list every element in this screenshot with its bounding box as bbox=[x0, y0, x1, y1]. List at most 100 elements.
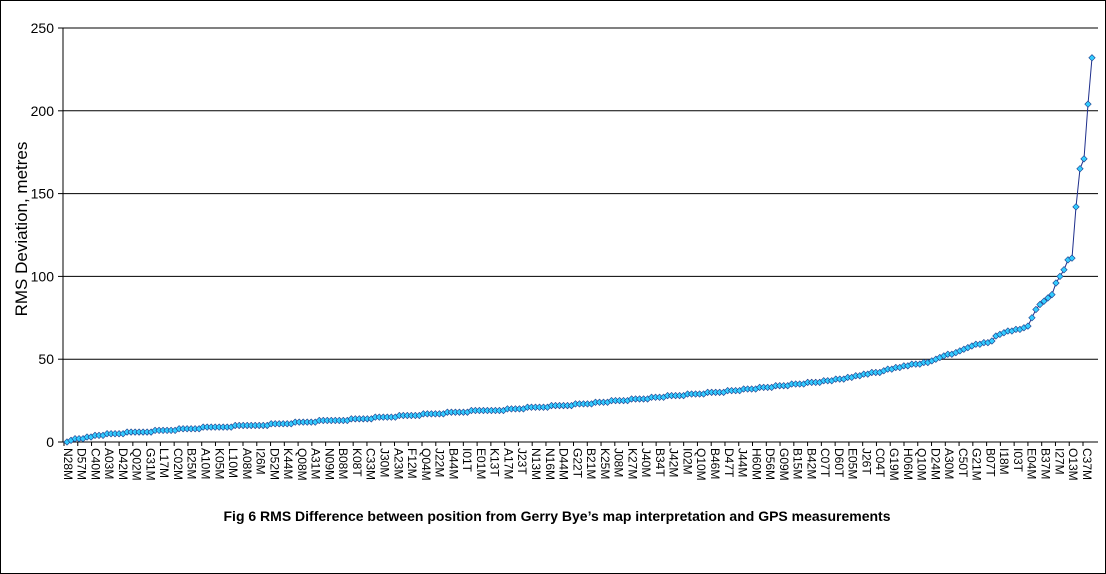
data-point bbox=[1052, 279, 1060, 287]
y-tick-label: 150 bbox=[31, 186, 55, 202]
x-tick-label: C04T bbox=[873, 448, 887, 478]
x-tick-label: E01M bbox=[474, 448, 488, 479]
x-tick-label: D47T bbox=[722, 448, 736, 478]
x-tick-label: J23T bbox=[515, 448, 529, 475]
x-tick-label: H06M bbox=[901, 448, 915, 480]
x-tick-label: D56M bbox=[763, 448, 777, 480]
x-tick-label: J30M bbox=[378, 448, 392, 477]
x-tick-label: Q10M bbox=[694, 448, 708, 481]
data-point bbox=[1076, 165, 1084, 173]
x-tick-label: B37M bbox=[1038, 448, 1052, 479]
x-tick-label: I27M bbox=[1052, 448, 1066, 475]
y-axis-label: RMS Deviation, metres bbox=[12, 142, 31, 317]
x-tick-label: N09M bbox=[322, 448, 336, 480]
x-tick-label: B34T bbox=[653, 448, 667, 477]
x-tick-label: G21M bbox=[970, 448, 984, 481]
x-tick-label: C07T bbox=[818, 448, 832, 478]
x-tick-label: A10M bbox=[199, 448, 213, 479]
y-tick-label: 250 bbox=[31, 20, 55, 36]
data-point bbox=[988, 337, 996, 345]
x-tick-label: B15M bbox=[791, 448, 805, 479]
x-tick-label: C50T bbox=[956, 448, 970, 478]
data-point bbox=[1056, 272, 1064, 281]
x-tick-label: K25M bbox=[598, 448, 612, 479]
x-tick-label: O13M bbox=[1066, 448, 1080, 481]
data-point bbox=[1080, 155, 1088, 163]
data-point bbox=[1036, 300, 1044, 309]
data-point bbox=[1044, 294, 1052, 302]
x-tick-label: B21M bbox=[584, 448, 598, 479]
x-axis-ticks: N28M D57M C40M A03M D42M Q02M G31M L17M C02M B25M… bbox=[61, 442, 1094, 481]
x-tick-label: D52M bbox=[267, 448, 281, 480]
x-tick-label: K08T bbox=[350, 448, 364, 477]
x-tick-label: N28M bbox=[61, 448, 75, 480]
x-tick-label: J26T bbox=[859, 448, 873, 475]
x-tick-label: B25M bbox=[185, 448, 199, 479]
x-tick-label: N16M bbox=[543, 448, 557, 480]
x-tick-label: K13T bbox=[488, 448, 502, 477]
x-tick-label: B42M bbox=[804, 448, 818, 479]
x-tick-label: J40M bbox=[639, 448, 653, 477]
x-tick-label: J08M bbox=[612, 448, 626, 477]
x-tick-label: B07T bbox=[983, 448, 997, 477]
x-tick-label: K05M bbox=[212, 448, 226, 479]
data-point bbox=[1072, 203, 1080, 211]
x-tick-label: E04M bbox=[1025, 448, 1039, 479]
x-tick-label: C02M bbox=[171, 448, 185, 480]
x-tick-label: C37M bbox=[1080, 448, 1094, 480]
x-tick-label: Q04M bbox=[419, 448, 433, 481]
x-tick-label: A08M bbox=[240, 448, 254, 479]
x-tick-label: B46M bbox=[708, 448, 722, 479]
x-tick-label: G09M bbox=[777, 448, 791, 481]
series-line bbox=[66, 57, 1093, 443]
data-point bbox=[1024, 322, 1032, 330]
series-rms-deviation bbox=[63, 54, 1096, 446]
x-tick-label: D57M bbox=[75, 448, 89, 480]
axes bbox=[62, 28, 1098, 443]
x-tick-label: L17M bbox=[157, 448, 171, 478]
x-tick-label: K27M bbox=[625, 448, 639, 479]
x-tick-label: I02M bbox=[680, 448, 694, 475]
x-tick-label: D42M bbox=[116, 448, 130, 480]
x-tick-label: I26M bbox=[254, 448, 268, 475]
data-point bbox=[1028, 314, 1036, 322]
chart-caption: Fig 6 RMS Difference between position fr… bbox=[224, 508, 891, 524]
x-tick-label: E05M bbox=[846, 448, 860, 479]
x-tick-label: I01T bbox=[460, 448, 474, 473]
x-tick-label: G22T bbox=[570, 448, 584, 479]
y-axis-ticks: 0 50 100 150 200 250 bbox=[31, 20, 63, 450]
x-tick-label: J22M bbox=[433, 448, 447, 477]
data-point bbox=[1068, 254, 1076, 262]
x-tick-label: I03T bbox=[1011, 448, 1025, 473]
x-tick-label: D24M bbox=[928, 448, 942, 480]
y-tick-label: 0 bbox=[46, 434, 54, 450]
x-tick-label: J44M bbox=[736, 448, 750, 477]
x-tick-label: H60M bbox=[749, 448, 763, 480]
gridlines bbox=[63, 27, 1098, 360]
x-tick-label: Q02M bbox=[130, 448, 144, 481]
x-tick-label: C33M bbox=[364, 448, 378, 480]
x-tick-label: Q08M bbox=[295, 448, 309, 481]
x-tick-label: D44M bbox=[557, 448, 571, 480]
data-point bbox=[1048, 290, 1056, 299]
data-point bbox=[1060, 266, 1068, 274]
x-tick-label: B44M bbox=[446, 448, 460, 479]
x-tick-label: F12M bbox=[405, 448, 419, 479]
x-tick-label: L10M bbox=[226, 448, 240, 478]
x-tick-label: G19M bbox=[887, 448, 901, 481]
y-tick-label: 100 bbox=[31, 268, 55, 284]
x-tick-label: J42M bbox=[667, 448, 681, 477]
x-tick-label: G31M bbox=[143, 448, 157, 481]
x-tick-label: K44M bbox=[281, 448, 295, 479]
x-tick-label: A03M bbox=[102, 448, 116, 479]
x-tick-label: D60T bbox=[832, 448, 846, 478]
x-tick-label: A23M bbox=[391, 448, 405, 479]
data-point bbox=[1032, 305, 1040, 314]
x-tick-label: A31M bbox=[309, 448, 323, 479]
y-tick-label: 50 bbox=[38, 351, 54, 367]
x-tick-label: B08M bbox=[336, 448, 350, 479]
x-tick-label: N13M bbox=[529, 448, 543, 480]
x-tick-label: A30M bbox=[942, 448, 956, 479]
